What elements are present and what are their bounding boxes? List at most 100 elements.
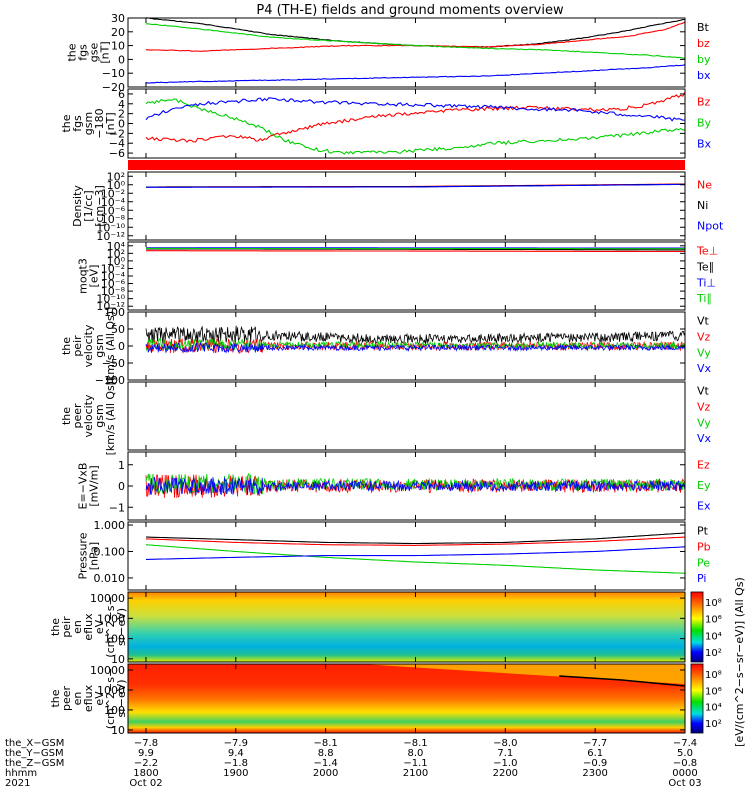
x-tick-y: 8.0 bbox=[408, 748, 424, 759]
series-Te⊥ bbox=[146, 250, 685, 253]
y-tick-label: 10⁻¹² bbox=[96, 300, 125, 313]
legend-Bx: Bx bbox=[697, 138, 712, 151]
y-tick-label: 30 bbox=[111, 12, 125, 25]
legend-Te∥: Te∥ bbox=[696, 260, 714, 273]
y-tick-label: 0 bbox=[118, 53, 125, 66]
y-tick-label: 10⁻⁴ bbox=[101, 196, 126, 209]
y-tick-label: 0 bbox=[118, 480, 125, 493]
x-tick-z: −1.4 bbox=[313, 758, 337, 769]
x-tick-y: 5.0 bbox=[677, 748, 693, 759]
series-bz bbox=[145, 21, 686, 52]
x-axis: the_X−GSMthe_Y−GSMthe_Z−GSMhhmm2021−7.89… bbox=[5, 738, 702, 789]
series-by bbox=[146, 23, 686, 59]
legend-Ne: Ne bbox=[697, 178, 712, 191]
y-tick-label: 10000 bbox=[90, 592, 125, 605]
colorbars: 10⁸ 10⁶ 10⁴ 10² 10⁸ 10⁶ 10⁴ 10² [eV/(cm^2−s−sr−e… bbox=[690, 577, 746, 747]
series-Pt bbox=[146, 532, 686, 545]
x-tick-hhmm: 1800 bbox=[133, 768, 158, 779]
panel-peer_velocity: thepeervelocitygsm[km/s (All Qs)] Vt Vz Vy V… bbox=[60, 377, 712, 456]
x-tick-z: −0.8 bbox=[673, 758, 697, 769]
legend-Bz: Bz bbox=[697, 96, 711, 109]
panel-state_bar bbox=[128, 160, 685, 170]
legend-Te⊥: Te⊥ bbox=[696, 245, 718, 258]
colorbar-tick-label: 10² bbox=[705, 719, 722, 730]
y-axis-label: Pressure[nPa] bbox=[77, 532, 101, 579]
colorbar bbox=[690, 591, 704, 663]
x-tick-x: −7.4 bbox=[673, 738, 697, 749]
legend-Ti⊥: Ti⊥ bbox=[696, 276, 716, 289]
panel-efield: 1 0 −1 E=−VxB[mV/m] Ez Ey Ex bbox=[77, 451, 711, 521]
y-tick-label: 10⁻⁸ bbox=[101, 285, 126, 298]
x-tick-z: −0.9 bbox=[583, 758, 607, 769]
series-Vx bbox=[145, 341, 686, 354]
y-tick-label: 10² bbox=[107, 170, 125, 183]
y-axis-label: thefgsgse[nT] bbox=[66, 41, 112, 63]
y-axis-label: E=−VxB[mV/m] bbox=[77, 463, 101, 510]
y-tick-label: 10⁻¹² bbox=[96, 230, 125, 243]
state-band bbox=[128, 160, 685, 170]
series-Npot bbox=[146, 183, 685, 188]
y-axis-label: moqt3[eV] bbox=[77, 258, 101, 294]
y-tick-label: 1.000 bbox=[94, 519, 126, 532]
panel-frame bbox=[127, 88, 686, 159]
colorbar bbox=[690, 663, 704, 734]
colorbar-label: [eV/(cm^2−s−sr−eV)] (All Qs) bbox=[733, 577, 746, 747]
x-tick-z: −1.8 bbox=[224, 758, 248, 769]
x-row-label: hhmm bbox=[5, 768, 37, 779]
panel-frame bbox=[127, 171, 686, 241]
x-tick-x: −8.1 bbox=[403, 738, 427, 749]
y-tick-label: 10⁻⁴ bbox=[101, 270, 126, 283]
x-tick-hhmm: 2100 bbox=[403, 768, 428, 779]
legend-bx: bx bbox=[697, 69, 711, 82]
x-tick-hhmm: 2300 bbox=[582, 768, 607, 779]
x-tick-y: 9.4 bbox=[228, 748, 244, 759]
x-row-label: 2021 bbox=[5, 778, 30, 789]
legend-Ey: Ey bbox=[697, 479, 711, 492]
panel-peir_en_eflux: 10000 1000 100 10thepeirenefluxeV(cm^2−s−sr… bbox=[49, 591, 686, 666]
y-tick-label: 50 bbox=[111, 323, 125, 336]
y-tick-label: 1 bbox=[118, 459, 125, 472]
y-tick-label: −10 bbox=[102, 67, 125, 80]
y-tick-label: 10⁴ bbox=[107, 240, 126, 253]
x-row-label: the_X−GSM bbox=[5, 738, 64, 749]
legend-By: By bbox=[697, 117, 712, 130]
legend-Npot: Npot bbox=[697, 220, 724, 233]
y-tick-label: 10⁻⁶ bbox=[101, 278, 126, 291]
legend-Ez: Ez bbox=[697, 458, 710, 471]
y-tick-label: 10⁻² bbox=[101, 262, 125, 275]
legend-Pe: Pe bbox=[697, 556, 710, 569]
y-tick-label: 2 bbox=[118, 108, 125, 121]
y-tick-label: 1000 bbox=[97, 612, 125, 625]
y-tick-label: 100 bbox=[104, 704, 125, 717]
legend-Vz: Vz bbox=[697, 330, 711, 343]
legend-Pi: Pi bbox=[697, 572, 706, 585]
series-Pe bbox=[145, 544, 686, 574]
colorbar-tick-label: 10⁸ bbox=[705, 598, 722, 609]
legend-Vt: Vt bbox=[697, 385, 710, 398]
y-tick-label: −20 bbox=[102, 81, 125, 94]
series-Pb bbox=[146, 536, 686, 546]
x-tick-x: −7.7 bbox=[583, 738, 607, 749]
y-tick-label: 1000 bbox=[97, 684, 125, 697]
legend-Vy: Vy bbox=[697, 346, 711, 359]
legend-Pb: Pb bbox=[697, 540, 711, 553]
legend-bz: bz bbox=[697, 37, 710, 50]
y-tick-label: 10 bbox=[111, 724, 125, 737]
x-tick-hhmm: 2200 bbox=[493, 768, 518, 779]
x-tick-x: −8.1 bbox=[313, 738, 337, 749]
colorbar-tick-label: 10⁶ bbox=[705, 615, 722, 626]
panel-frame bbox=[127, 17, 686, 88]
y-tick-label: −1 bbox=[109, 501, 125, 514]
y-tick-label: 4 bbox=[118, 98, 125, 111]
y-tick-label: 6 bbox=[118, 88, 125, 101]
y-tick-label: 20 bbox=[111, 26, 125, 39]
legend-Vt: Vt bbox=[697, 315, 710, 328]
x-tick-date: Oct 02 bbox=[129, 778, 162, 789]
series-Bx bbox=[145, 97, 686, 122]
x-tick-y: 7.1 bbox=[497, 748, 513, 759]
colorbar-tick-label: 10⁸ bbox=[705, 670, 722, 681]
